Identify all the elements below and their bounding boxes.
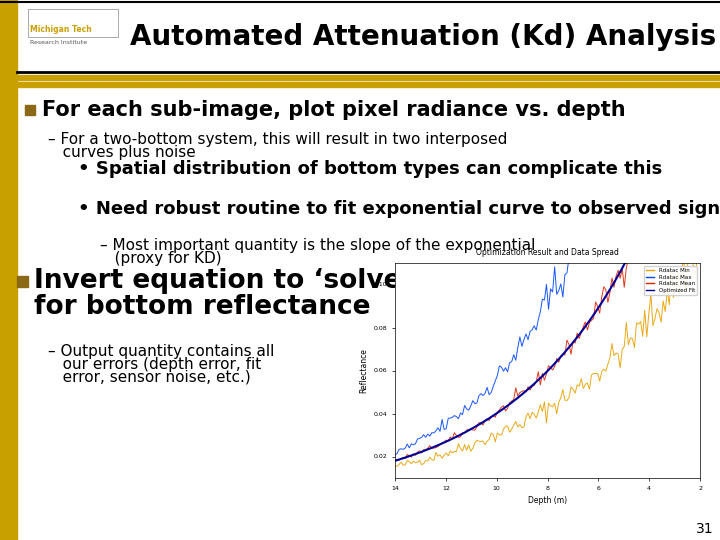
Bar bbox=[0, 0, 17, 540]
X-axis label: Depth (m): Depth (m) bbox=[528, 496, 567, 505]
Text: For each sub-image, plot pixel radiance vs. depth: For each sub-image, plot pixel radiance … bbox=[42, 100, 626, 120]
Y-axis label: Reflectance: Reflectance bbox=[359, 348, 368, 393]
Text: – For a two-bottom system, this will result in two interposed: – For a two-bottom system, this will res… bbox=[48, 132, 508, 147]
Text: Research Institute: Research Institute bbox=[30, 39, 87, 44]
Bar bbox=[17, 82, 720, 87]
Text: for bottom reflectance: for bottom reflectance bbox=[34, 294, 371, 320]
Legend: Rdatac Min, Rdatac Max, Rdatac Mean, Optimized Fit: Rdatac Min, Rdatac Max, Rdatac Mean, Opt… bbox=[644, 266, 697, 295]
Bar bbox=[17, 75, 720, 80]
Text: – Most important quantity is the slope of the exponential: – Most important quantity is the slope o… bbox=[100, 238, 536, 253]
Title: Optimization Result and Data Spread: Optimization Result and Data Spread bbox=[476, 248, 619, 256]
Bar bbox=[25, 105, 35, 115]
Text: • Need robust routine to fit exponential curve to observed signal: • Need robust routine to fit exponential… bbox=[78, 200, 720, 218]
Text: • Spatial distribution of bottom types can complicate this: • Spatial distribution of bottom types c… bbox=[78, 160, 662, 178]
Text: Automated Attenuation (Kd) Analysis: Automated Attenuation (Kd) Analysis bbox=[130, 23, 716, 51]
Bar bbox=[28, 9, 118, 37]
Text: 31: 31 bbox=[696, 522, 714, 536]
Text: Invert equation to ‘solve’: Invert equation to ‘solve’ bbox=[34, 268, 412, 294]
Text: – Output quantity contains all: – Output quantity contains all bbox=[48, 344, 274, 359]
Text: (proxy for KD): (proxy for KD) bbox=[100, 251, 222, 266]
Text: error, sensor noise, etc.): error, sensor noise, etc.) bbox=[48, 370, 251, 385]
Text: Michigan Tech: Michigan Tech bbox=[30, 25, 91, 35]
Text: curves plus noise: curves plus noise bbox=[48, 145, 196, 160]
Text: our errors (depth error, fit: our errors (depth error, fit bbox=[48, 357, 261, 372]
Bar bbox=[17, 276, 28, 287]
